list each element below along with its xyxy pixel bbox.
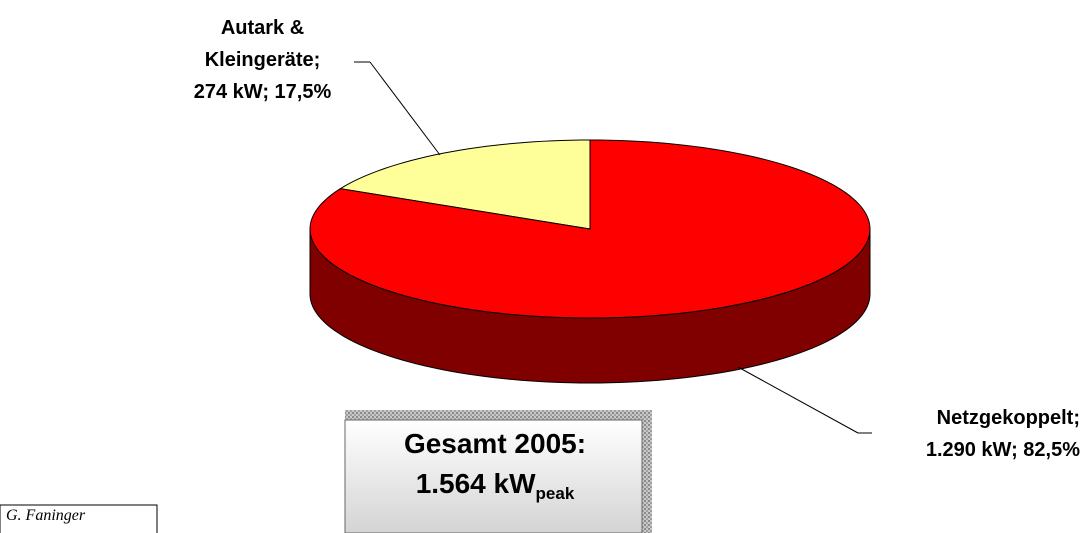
slice-top xyxy=(309,139,871,319)
slice-label: Netzgekoppelt; xyxy=(936,407,1080,429)
annotation-subscript: peak xyxy=(535,484,575,503)
annotation-line: 1.564 kWpeak xyxy=(345,464,645,514)
leader-line xyxy=(369,61,441,156)
annotation-line: Gesamt 2005: xyxy=(403,428,587,459)
value-label: 1.290 kW; 82,5% xyxy=(925,439,1080,461)
credit-box xyxy=(0,504,158,533)
annotation-total: 1.564 kW xyxy=(415,468,536,499)
slice-label: Autark & Kleingeräte; xyxy=(204,17,321,71)
credit: G. Faninger xyxy=(6,507,86,524)
annotation: Gesamt 2005: 1.564 kWpeak xyxy=(345,424,645,514)
value-label: 274 kW; 17,5% xyxy=(193,81,332,103)
leader-line xyxy=(737,366,859,434)
slice-top xyxy=(338,139,591,230)
annotation-box xyxy=(344,419,643,533)
